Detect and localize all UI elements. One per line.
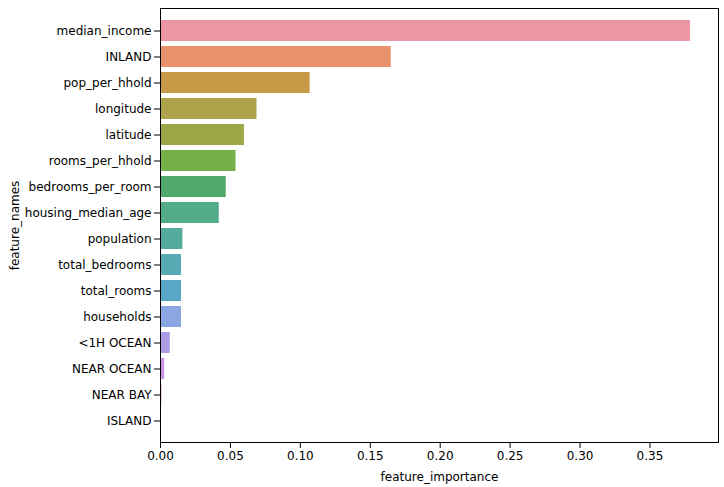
svg-text:feature_names: feature_names: [8, 181, 22, 271]
svg-text:latitude: latitude: [105, 128, 151, 142]
svg-text:0.05: 0.05: [217, 449, 244, 463]
svg-text:NEAR OCEAN: NEAR OCEAN: [72, 362, 152, 376]
svg-text:households: households: [83, 310, 151, 324]
svg-text:ISLAND: ISLAND: [107, 414, 152, 428]
svg-text:NEAR BAY: NEAR BAY: [92, 388, 152, 402]
svg-text:0.25: 0.25: [497, 449, 524, 463]
svg-text:<1H OCEAN: <1H OCEAN: [78, 336, 151, 350]
svg-text:median_income: median_income: [57, 24, 152, 38]
svg-text:0.30: 0.30: [567, 449, 594, 463]
svg-text:0.00: 0.00: [147, 449, 174, 463]
svg-text:0.10: 0.10: [287, 449, 314, 463]
svg-text:total_rooms: total_rooms: [81, 284, 152, 298]
svg-text:INLAND: INLAND: [106, 50, 152, 64]
svg-text:feature_importance: feature_importance: [381, 470, 499, 484]
svg-text:rooms_per_hhold: rooms_per_hhold: [49, 154, 152, 168]
svg-text:0.35: 0.35: [637, 449, 664, 463]
svg-text:bedrooms_per_room: bedrooms_per_room: [29, 180, 152, 194]
svg-text:total_bedrooms: total_bedrooms: [58, 258, 151, 272]
svg-text:housing_median_age: housing_median_age: [25, 206, 152, 220]
svg-text:0.15: 0.15: [357, 449, 384, 463]
svg-text:0.20: 0.20: [427, 449, 454, 463]
svg-text:longitude: longitude: [95, 102, 152, 116]
svg-text:pop_per_hhold: pop_per_hhold: [63, 76, 151, 90]
svg-text:population: population: [88, 232, 152, 246]
